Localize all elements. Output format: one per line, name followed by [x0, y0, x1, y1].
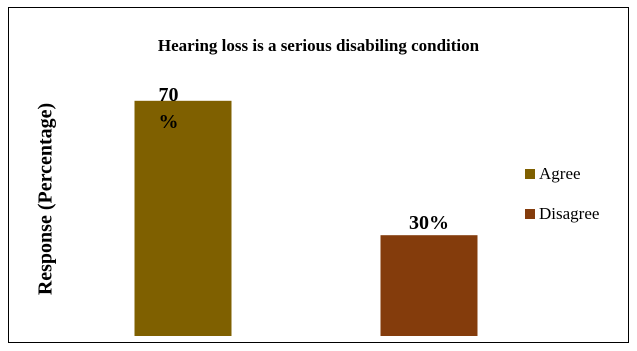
- legend-label-agree: Agree: [539, 164, 581, 183]
- data-label-disagree: 30%: [409, 212, 449, 234]
- legend-swatch-disagree: [525, 209, 535, 219]
- bar-agree: [134, 100, 232, 336]
- chart-title: Hearing loss is a serious disabiling con…: [157, 36, 480, 55]
- legend-swatch-agree: [525, 169, 535, 179]
- legend: Agree Disagree: [525, 164, 599, 244]
- bar-disagree: [380, 235, 478, 336]
- data-label-agree: 70%: [159, 84, 179, 133]
- legend-item-disagree: Disagree: [525, 204, 599, 224]
- legend-label-disagree: Disagree: [539, 204, 600, 223]
- legend-item-agree: Agree: [525, 164, 599, 184]
